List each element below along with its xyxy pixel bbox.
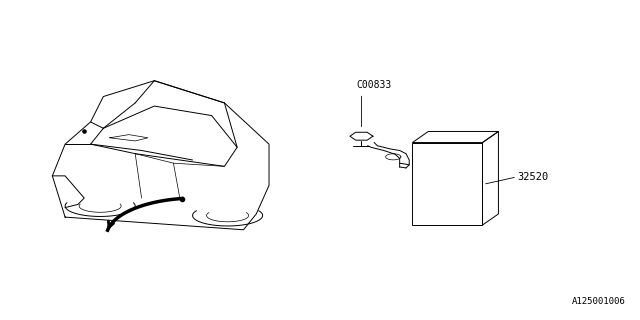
Text: 32520: 32520 <box>518 172 548 182</box>
Text: A125001006: A125001006 <box>572 297 626 306</box>
Text: C00833: C00833 <box>356 80 392 90</box>
